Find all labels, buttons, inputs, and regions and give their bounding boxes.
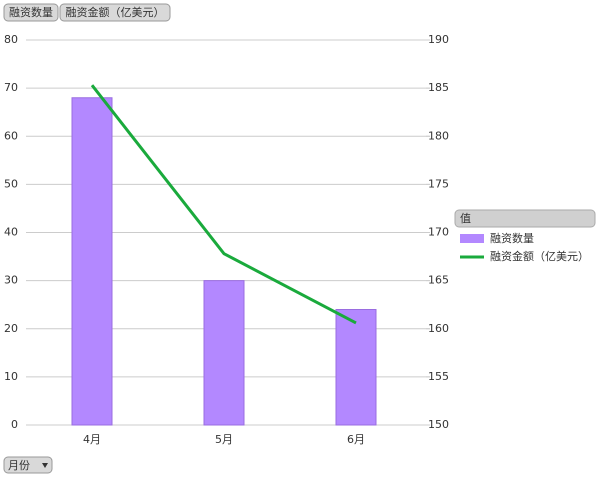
legend-swatch xyxy=(460,234,484,243)
y2-tick-label: 170 xyxy=(428,226,449,239)
y2-tick-label: 150 xyxy=(428,418,449,431)
y-tick-label: 60 xyxy=(4,129,18,142)
legend-title: 值 xyxy=(460,212,471,225)
y2-tick-label: 165 xyxy=(428,274,449,287)
bar xyxy=(203,280,245,426)
y-tick-label: 50 xyxy=(4,177,18,190)
button-label: 融资数量 xyxy=(9,6,53,19)
y2-tick-label: 175 xyxy=(428,177,449,190)
dropdown-arrow xyxy=(42,463,48,468)
legend-label: 融资数量 xyxy=(490,232,534,245)
button-label: 月份 xyxy=(8,459,30,472)
x-tick-label: 4月 xyxy=(83,433,101,446)
legend-header xyxy=(454,209,596,228)
legend-label: 融资金额（亿美元） xyxy=(490,249,589,263)
x-tick-label: 5月 xyxy=(215,433,233,446)
bar xyxy=(71,97,113,426)
field-button[interactable]: 融资数量 xyxy=(3,3,59,22)
y2-tick-label: 155 xyxy=(428,370,449,383)
x-tick-label: 6月 xyxy=(347,433,365,446)
button-bg xyxy=(59,3,171,22)
field-button[interactable]: 融资金额（亿美元） xyxy=(59,3,171,22)
y-tick-label: 80 xyxy=(4,33,18,46)
line xyxy=(90,84,357,325)
y-tick-label: 30 xyxy=(4,274,18,287)
bar xyxy=(335,309,377,426)
y-tick-label: 0 xyxy=(11,418,18,431)
y2-tick-label: 185 xyxy=(428,81,449,94)
y-tick-label: 40 xyxy=(4,226,18,239)
y2-tick-label: 180 xyxy=(428,129,449,142)
x-field-button[interactable]: 月份 xyxy=(3,456,53,474)
y-tick-label: 70 xyxy=(4,81,18,94)
button-label: 融资金额（亿美元） xyxy=(66,5,165,19)
y-tick-label: 10 xyxy=(4,370,18,383)
y-tick-label: 20 xyxy=(4,322,18,335)
y2-tick-label: 160 xyxy=(428,322,449,335)
button-bg xyxy=(3,456,53,474)
button-bg xyxy=(3,3,59,22)
y2-tick-label: 190 xyxy=(428,33,449,46)
